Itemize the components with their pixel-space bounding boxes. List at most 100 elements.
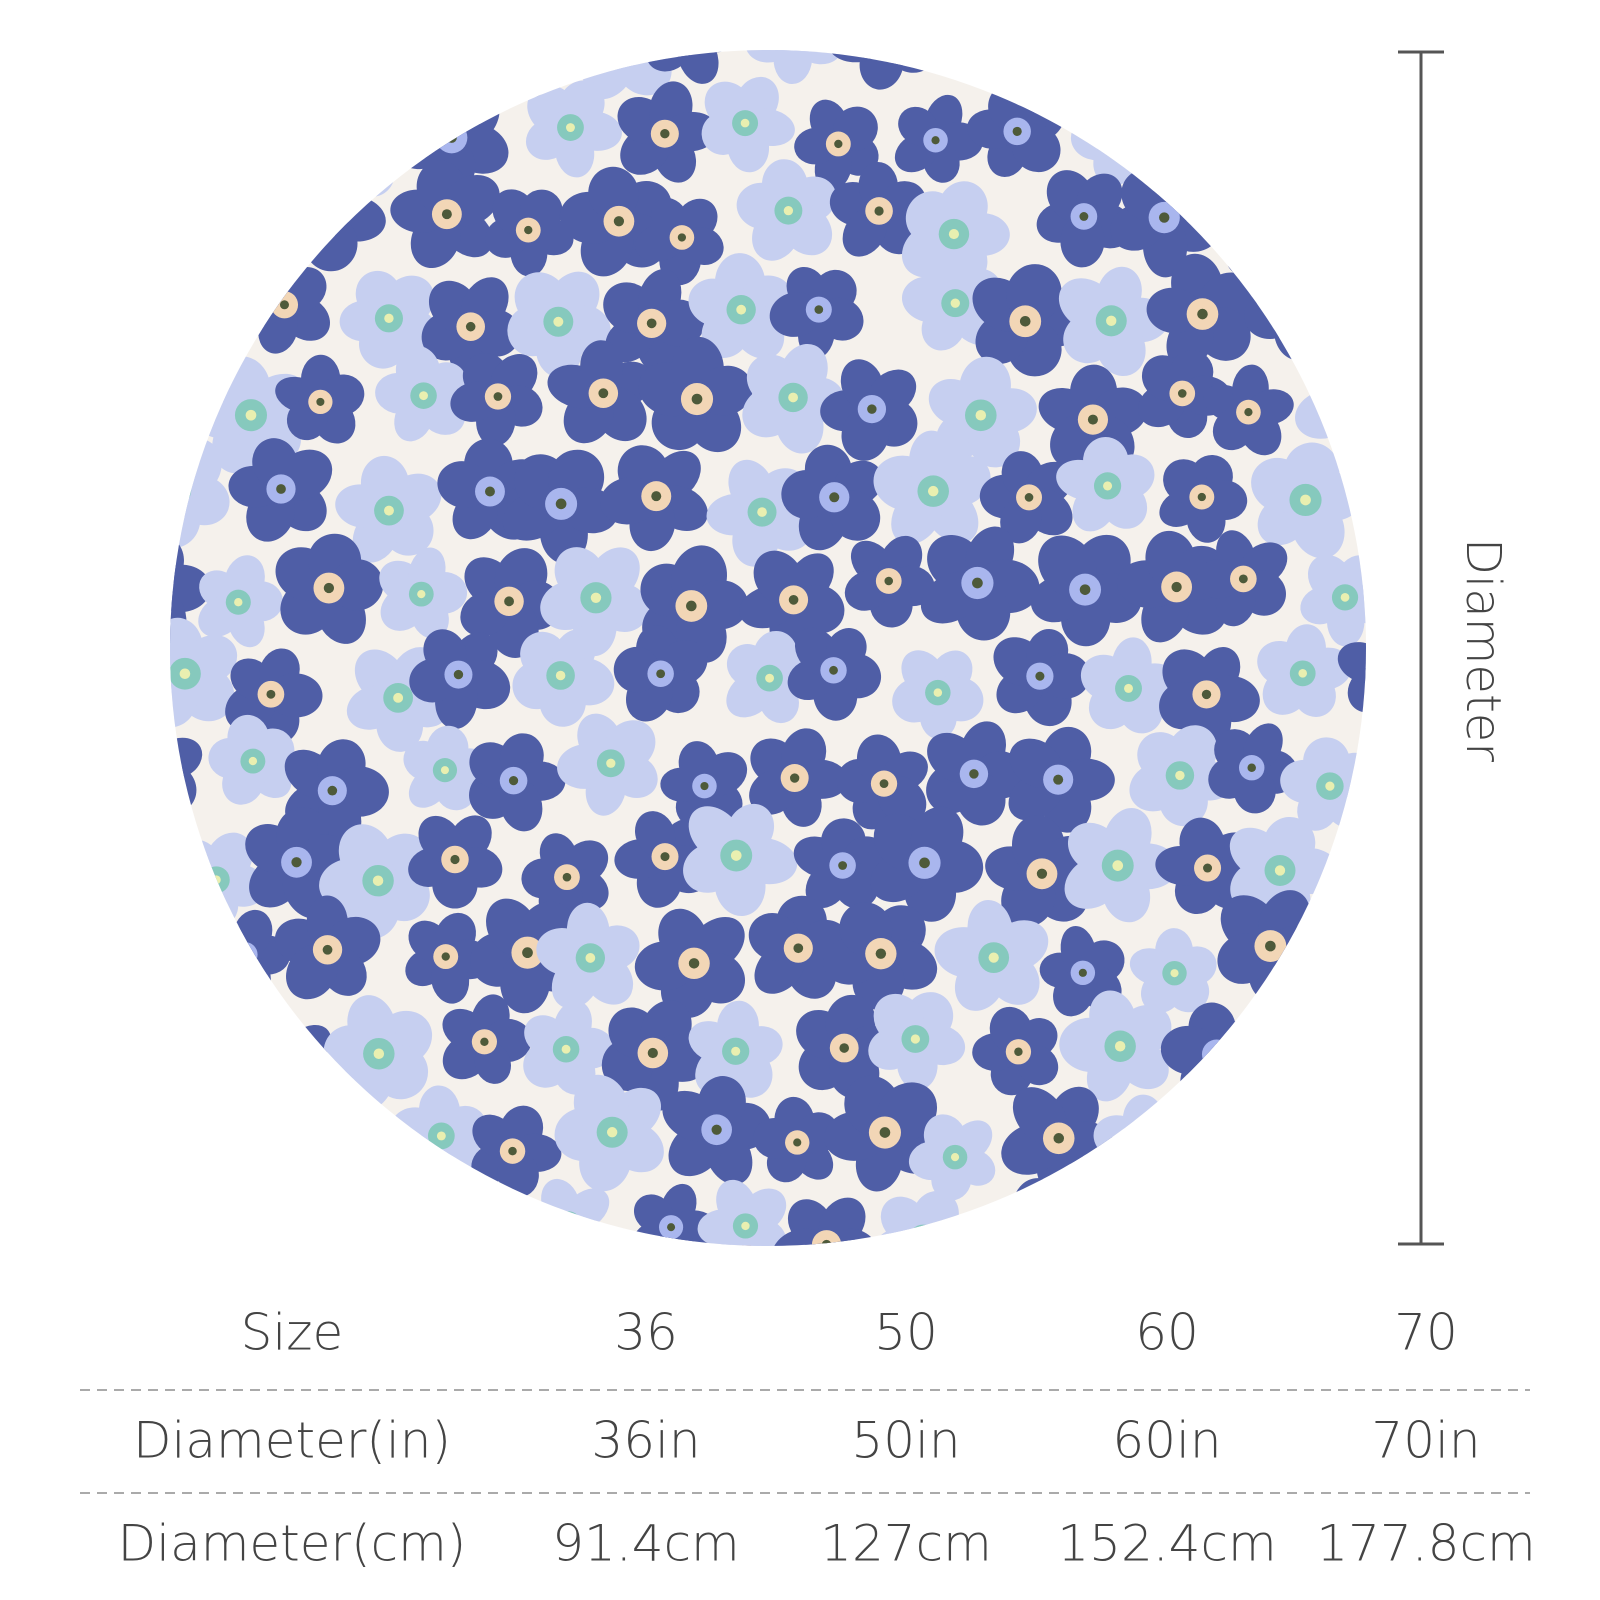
cell: 50 [874,1304,938,1362]
petal [185,281,230,331]
flower-dot [927,485,939,497]
flower-dot [1197,492,1206,502]
flower-dot [919,857,930,869]
flower [1039,925,1125,1017]
flower [603,269,705,375]
flower [1208,723,1298,814]
flower-dot [372,875,384,886]
petal [841,0,907,46]
petal [300,1133,346,1173]
flower [870,806,984,922]
petal [997,1232,1044,1246]
petal [1196,559,1242,599]
petal [727,121,770,173]
flower [1337,638,1438,713]
flower-dot [933,688,943,697]
row-header: Diameter(cm) [118,1515,467,1573]
flower-dot [1265,940,1276,952]
flower-dot [149,585,159,595]
petal [320,98,375,152]
flower-dot [1078,968,1087,977]
flower-dot [741,1221,750,1231]
flower [966,82,1065,177]
flower-dot [1211,1049,1222,1060]
flower-dot [590,592,602,603]
flower-dot [793,943,804,954]
flower-center [512,50,544,57]
flower-dot [189,324,199,334]
flower-center [140,756,168,784]
cell: 91.4cm [552,1515,740,1573]
flower-dot [450,854,460,865]
flower-center [1390,497,1416,523]
flower [1159,647,1260,746]
stem [348,144,372,169]
stem [1145,1145,1156,1172]
flower-center [435,121,468,154]
cell: 36in [591,1412,700,1470]
petal [170,284,201,335]
row-header: Diameter(in) [133,1412,451,1470]
flower-dot [1087,414,1098,425]
flower-dot [783,205,794,216]
flower-dot [1012,126,1022,136]
flower-dot [384,313,394,324]
petal [613,646,660,693]
petal [905,1238,950,1246]
flower-dot [1019,315,1031,327]
flower-dot [562,872,572,882]
petal [1377,638,1438,693]
flower-dot [508,1146,517,1156]
petal [472,309,521,357]
flower-dot [969,769,979,779]
flower-dot [327,785,338,796]
flower [1300,554,1366,647]
flower-dot [150,765,159,774]
flower-dot [613,216,625,227]
flower-dot [393,692,404,703]
flower-dot [1244,408,1253,417]
flower-dot [1112,860,1124,871]
petal [588,166,639,221]
flower-dot [564,1219,573,1228]
flower-dot [731,1046,741,1056]
petal [331,1096,376,1145]
flower [390,160,500,269]
flower [469,733,566,832]
flower [1159,454,1248,543]
flower [1058,266,1169,377]
flower-dot [606,1127,618,1138]
petal [505,0,582,58]
flower-dot [339,1137,348,1146]
petal [1141,1115,1194,1159]
petal [170,645,187,696]
petal [193,203,252,256]
flower [844,535,935,628]
flower-center [179,314,209,344]
flower-dot [1197,308,1208,320]
flower-dot [524,225,533,235]
flower-dot [684,29,693,38]
flower-dot [179,668,191,680]
flower [225,648,323,744]
petal [698,1076,746,1129]
petal [870,0,943,53]
flower [787,627,882,721]
petal [1380,808,1441,869]
flower-dot [417,590,426,599]
flower [536,902,640,1009]
cell: 60 [1135,1304,1199,1362]
petal [268,673,323,718]
flower-dot [1139,1140,1149,1150]
petal [595,0,648,47]
flower-dot [1053,1133,1065,1144]
flower-dot [1177,389,1187,398]
flower-dot [711,1124,722,1135]
flower-dot [555,670,566,681]
petal [1343,352,1366,412]
petal [1146,287,1201,334]
flower-dot [1389,849,1398,858]
flower-dot [240,950,250,959]
flower-dot [740,118,750,128]
